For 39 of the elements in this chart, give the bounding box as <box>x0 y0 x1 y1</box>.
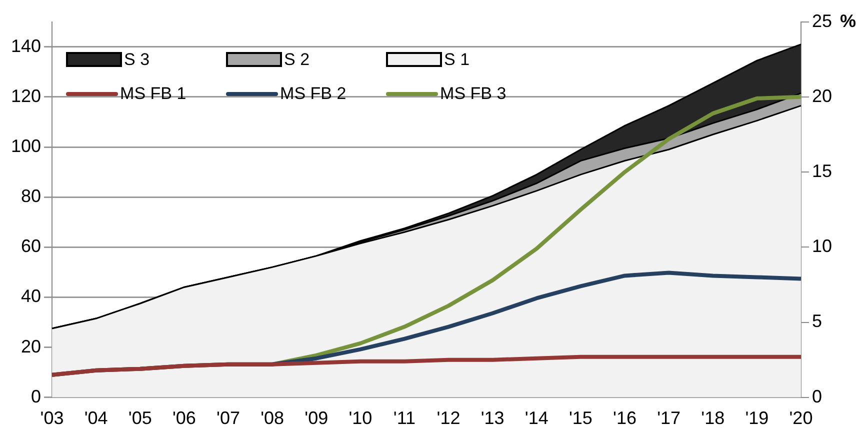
x-tick-label: '17 <box>657 408 681 428</box>
x-tick-label: '09 <box>304 408 328 428</box>
x-tick-label: '15 <box>568 408 592 428</box>
y-tick-label: 140 <box>10 36 42 56</box>
legend-label: S 1 <box>444 50 470 70</box>
x-tick-label: '05 <box>128 408 152 428</box>
x-tick-label: '11 <box>393 408 416 428</box>
y2-axis-title: % <box>840 10 856 31</box>
y2-tick-label: 15 <box>812 161 832 182</box>
legend-label: S 2 <box>284 50 310 70</box>
y2-tick-label: 5 <box>812 311 822 332</box>
y-tick-label: 100 <box>10 136 42 156</box>
x-tick-label: '10 <box>348 408 372 428</box>
x-tick-label: '18 <box>701 408 725 428</box>
x-tick-label: '08 <box>260 408 284 428</box>
x-tick-label: '07 <box>216 408 240 428</box>
x-tick-label: '16 <box>613 408 636 428</box>
y-tick-label: 120 <box>10 86 42 106</box>
x-tick-label: '13 <box>480 408 504 428</box>
x-tick-label: '19 <box>745 408 769 428</box>
y-tick-label: 60 <box>21 236 42 256</box>
x-tick-label: '03 <box>40 408 64 428</box>
x-tick-label: '14 <box>524 408 548 428</box>
x-tick-label: '06 <box>172 408 196 428</box>
y-tick-label: 0 <box>31 386 42 406</box>
y2-tick-label: 20 <box>812 86 832 106</box>
y-tick-label: 20 <box>21 336 42 356</box>
legend-label: S 3 <box>124 50 150 70</box>
y2-tick-label: 0 <box>812 386 822 406</box>
legend-label: MS FB 2 <box>280 84 346 104</box>
x-tick-label: '04 <box>84 408 108 428</box>
y-tick-label: 40 <box>21 286 42 306</box>
legend-label: MS FB 3 <box>440 84 506 104</box>
legend-label: MS FB 1 <box>120 84 186 104</box>
x-tick-label: '12 <box>436 408 460 428</box>
y2-tick-label: 25 <box>812 10 832 31</box>
x-tick-label: '20 <box>789 408 813 428</box>
y2-tick-label: 10 <box>812 236 832 256</box>
y-tick-label: 80 <box>21 186 42 206</box>
